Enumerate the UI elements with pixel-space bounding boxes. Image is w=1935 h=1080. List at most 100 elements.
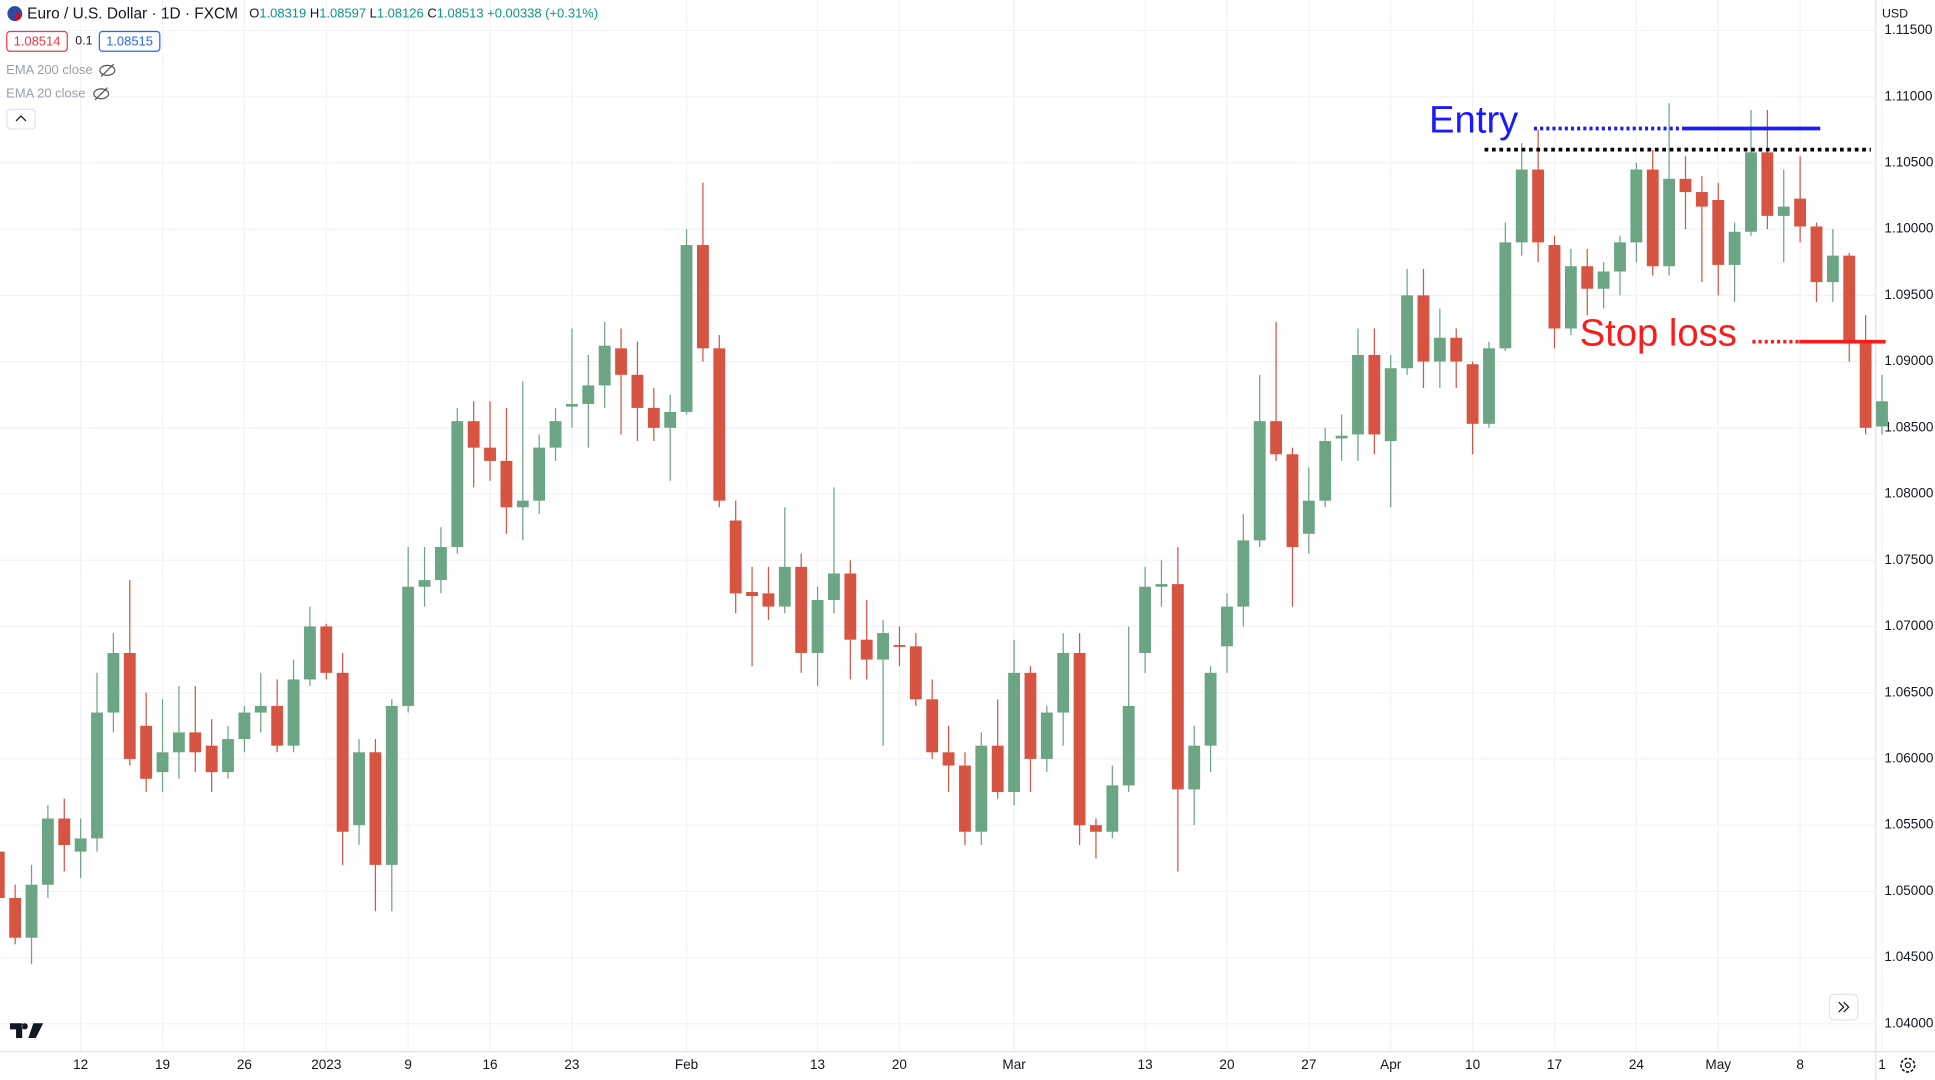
candle-body xyxy=(598,345,611,386)
y-tick-label: 1.05000 xyxy=(1884,883,1933,898)
scroll-button[interactable] xyxy=(1828,993,1859,1021)
candle-body xyxy=(909,646,922,700)
candle-body xyxy=(1548,245,1561,329)
candle-body xyxy=(1581,266,1594,289)
logo[interactable] xyxy=(9,1022,45,1039)
annotation-label: Entry xyxy=(1429,98,1519,141)
collapse-button[interactable] xyxy=(6,108,36,130)
candle-body xyxy=(533,447,546,501)
ohlc-value: 1.08126 xyxy=(376,6,424,21)
x-tick-label: 12 xyxy=(73,1057,88,1072)
candle-body xyxy=(1319,441,1332,501)
candle-body xyxy=(811,599,824,653)
x-tick-label: Mar xyxy=(1002,1057,1026,1072)
candle-body xyxy=(74,838,87,852)
candle-body xyxy=(1876,401,1888,427)
candle-body xyxy=(9,897,22,938)
candle-body xyxy=(1859,341,1872,428)
change: +0.00338 (+0.31%) xyxy=(487,6,599,21)
candle-body xyxy=(1433,337,1446,362)
candle-body xyxy=(1810,226,1823,283)
candle-body xyxy=(156,752,169,773)
candle-body xyxy=(1139,586,1152,653)
candle-body xyxy=(1679,178,1692,193)
candle-body xyxy=(1171,584,1184,790)
hide-icon[interactable] xyxy=(99,63,116,78)
candle-body xyxy=(746,592,758,597)
candle-body xyxy=(1843,255,1856,342)
y-tick-label: 1.10000 xyxy=(1884,221,1933,236)
candle-body xyxy=(1630,169,1643,243)
candle-body xyxy=(189,732,202,753)
y-tick-label: 1.05500 xyxy=(1884,817,1933,832)
x-tick-label: 24 xyxy=(1629,1057,1645,1072)
candle-body xyxy=(140,725,153,779)
candle-body xyxy=(893,645,906,647)
candle-body xyxy=(1040,712,1053,759)
currency[interactable]: USD xyxy=(1881,7,1909,21)
candle-body xyxy=(434,546,447,581)
y-tick-label: 1.11000 xyxy=(1884,88,1932,103)
candle-body xyxy=(1122,705,1135,786)
candle-body xyxy=(697,245,709,349)
buy-button[interactable]: 1.08515 xyxy=(98,30,161,52)
candle-body xyxy=(1564,266,1577,329)
candle-body xyxy=(549,421,562,448)
x-tick-label: 2023 xyxy=(311,1057,341,1072)
sell-button[interactable]: 1.08514 xyxy=(6,30,68,52)
indicator-label[interactable]: EMA 20 close xyxy=(6,86,86,102)
candle-body xyxy=(566,403,578,407)
candle-body xyxy=(516,500,529,508)
candle-body xyxy=(647,407,660,428)
candle-body xyxy=(25,884,38,938)
candle-body xyxy=(680,245,693,412)
y-tick-label: 1.09500 xyxy=(1884,287,1933,302)
candle-body xyxy=(1008,672,1020,793)
candle-body xyxy=(500,460,513,508)
ohlc-value: 1.08597 xyxy=(319,6,367,21)
candle-body xyxy=(1155,584,1168,587)
candle-body xyxy=(1794,198,1807,227)
candle-body xyxy=(1450,337,1463,362)
candle-body xyxy=(1384,368,1397,442)
candle-body xyxy=(1352,354,1364,435)
candle-body xyxy=(1761,152,1774,216)
candle-body xyxy=(1401,295,1414,369)
candle-body xyxy=(828,573,840,600)
y-tick-label: 1.04500 xyxy=(1884,949,1933,964)
x-tick-label: 27 xyxy=(1301,1057,1316,1072)
indicator-label[interactable]: EMA 200 close xyxy=(6,62,93,78)
candle-body xyxy=(467,421,480,448)
settings-button[interactable] xyxy=(1898,1055,1918,1075)
candle-body xyxy=(1777,206,1790,216)
ohlc: O1.08319 H1.08597 L1.08126 C1.08513 +0.0… xyxy=(249,6,598,21)
candle-body xyxy=(877,633,889,660)
candle-body xyxy=(1073,652,1086,826)
candle-body xyxy=(205,745,218,773)
candle-body xyxy=(1466,364,1479,424)
ohlc-label: H xyxy=(309,6,320,21)
symbol-flag xyxy=(7,6,23,21)
candle-body xyxy=(58,818,71,846)
candle-body xyxy=(1728,231,1741,265)
candle-body xyxy=(1515,169,1528,243)
candle-body xyxy=(762,593,775,607)
annotation-label: Stop loss xyxy=(1580,312,1737,355)
candle-body xyxy=(353,752,365,826)
candle-body xyxy=(107,652,120,713)
candle-body xyxy=(1646,169,1659,267)
y-tick-label: 1.08500 xyxy=(1884,419,1933,434)
y-tick-label: 1.04000 xyxy=(1884,1015,1933,1030)
candle-body xyxy=(778,566,791,607)
candle-body xyxy=(1368,354,1381,435)
candle-body xyxy=(1024,672,1037,759)
candle-body xyxy=(0,851,5,898)
x-tick-label: 13 xyxy=(1138,1057,1153,1072)
x-tick-label: 23 xyxy=(564,1057,579,1072)
candle-body xyxy=(942,752,955,766)
hide-icon[interactable] xyxy=(93,86,110,101)
ohlc-value: 1.08319 xyxy=(259,6,307,21)
candle-body xyxy=(1270,421,1283,455)
candle-body xyxy=(844,573,857,640)
